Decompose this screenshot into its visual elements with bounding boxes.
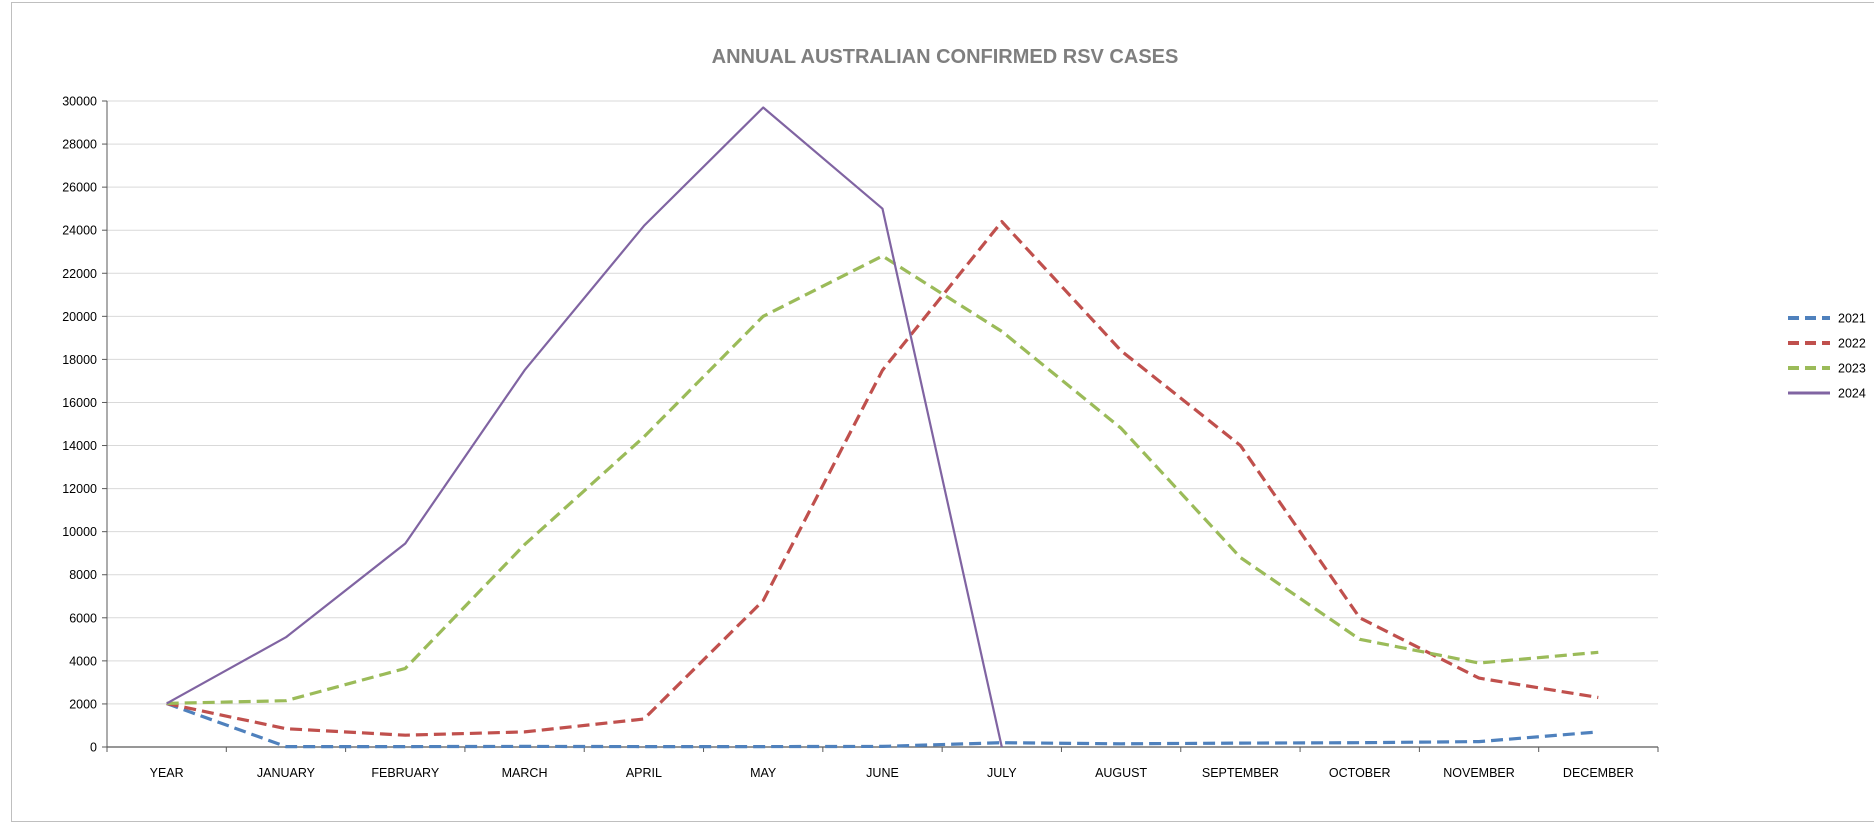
x-tick-label: JULY: [987, 766, 1017, 780]
series-line-2021: [166, 701, 1599, 749]
series-lines: [165, 106, 1599, 749]
data-point: [1597, 731, 1599, 733]
data-point: [1239, 556, 1241, 558]
x-tick-label: YEAR: [150, 766, 184, 780]
series-2023: [166, 254, 1599, 705]
y-tick-label: 22000: [62, 267, 97, 281]
legend-label: 2022: [1838, 337, 1866, 351]
y-tick-label: 6000: [69, 611, 97, 625]
data-point: [1239, 444, 1241, 446]
data-point: [762, 745, 764, 747]
data-point: [1478, 677, 1480, 679]
x-tick-label: NOVEMBER: [1443, 766, 1515, 780]
x-tick-label: JANUARY: [257, 766, 316, 780]
y-tick-label: 26000: [62, 181, 97, 195]
x-tick-label: FEBRUARY: [371, 766, 440, 780]
x-tick-label: MAY: [750, 766, 777, 780]
data-point: [1597, 651, 1599, 653]
data-point: [1359, 617, 1361, 619]
data-point: [643, 745, 645, 747]
y-tick-label: 14000: [62, 439, 97, 453]
series-2024: [165, 106, 1003, 748]
series-2021: [166, 701, 1599, 749]
data-point: [404, 734, 406, 736]
data-point: [1120, 743, 1122, 745]
series-line-2022: [166, 220, 1599, 737]
line-chart: ANNUAL AUSTRALIAN CONFIRMED RSV CASES 0 2…: [62, 46, 1866, 780]
data-point: [285, 745, 287, 747]
data-point: [762, 315, 764, 317]
y-tick-label: 18000: [62, 353, 97, 367]
data-point: [285, 727, 287, 729]
data-point: [285, 636, 287, 638]
y-tick-label: 2000: [69, 697, 97, 711]
series-line-2024: [166, 106, 1003, 748]
data-point: [1359, 638, 1361, 640]
legend-item-2022: 2022: [1788, 337, 1866, 351]
data-point: [1478, 740, 1480, 742]
data-point: [643, 436, 645, 438]
y-tick-label: 10000: [62, 525, 97, 539]
x-tick-label: JUNE: [866, 766, 899, 780]
y-tick-label: 24000: [62, 224, 97, 238]
data-point: [1597, 696, 1599, 698]
y-tick-label: 4000: [69, 654, 97, 668]
data-point: [643, 225, 645, 227]
data-point: [1120, 350, 1122, 352]
data-point: [523, 731, 525, 733]
data-point: [762, 599, 764, 601]
x-tick-label: SEPTEMBER: [1202, 766, 1279, 780]
data-point: [1239, 742, 1241, 744]
data-point: [404, 542, 406, 544]
y-tick-label: 8000: [69, 568, 97, 582]
x-tick-label: AUGUST: [1095, 766, 1147, 780]
chart-frame: ANNUAL AUSTRALIAN CONFIRMED RSV CASES 0 2…: [11, 2, 1874, 822]
data-point: [404, 745, 406, 747]
data-point: [285, 700, 287, 702]
data-point: [643, 718, 645, 720]
legend-label: 2021: [1838, 312, 1866, 326]
data-point: [1359, 741, 1361, 743]
data-point: [404, 667, 406, 669]
data-point: [1120, 427, 1122, 429]
legend-item-2021: 2021: [1788, 312, 1866, 326]
data-point: [523, 543, 525, 545]
legend-item-2024: 2024: [1788, 387, 1866, 401]
data-point: [523, 745, 525, 747]
legend-label: 2023: [1838, 362, 1866, 376]
data-point: [881, 207, 883, 209]
data-point: [1001, 220, 1003, 222]
chart-title: ANNUAL AUSTRALIAN CONFIRMED RSV CASES: [712, 46, 1179, 68]
series-2022: [166, 220, 1599, 737]
data-point: [762, 106, 764, 108]
legend-item-2023: 2023: [1788, 362, 1866, 376]
y-tick-label: 0: [90, 741, 97, 755]
y-tick-label: 28000: [62, 138, 97, 152]
data-point: [881, 745, 883, 747]
y-tick-label: 20000: [62, 310, 97, 324]
data-point: [1001, 330, 1003, 332]
data-point: [1478, 662, 1480, 664]
data-point: [523, 369, 525, 371]
y-tick-label: 16000: [62, 396, 97, 410]
data-point: [881, 255, 883, 257]
x-tick-label: DECEMBER: [1563, 766, 1634, 780]
legend: 2021 2022 2023 2024: [1788, 312, 1866, 401]
gridlines: [107, 100, 1658, 705]
data-point: [1001, 746, 1003, 748]
series-line-2023: [166, 254, 1599, 705]
x-tick-label: OCTOBER: [1329, 766, 1391, 780]
x-tick-label: MARCH: [502, 766, 548, 780]
data-point: [881, 369, 883, 371]
x-tick-label: APRIL: [626, 766, 662, 780]
y-tick-label: 30000: [62, 95, 97, 109]
legend-label: 2024: [1838, 387, 1866, 401]
data-point: [165, 702, 167, 704]
axes: 0 2000 4000 6000 8000 10000 12000 14000 16000 180…: [62, 95, 1659, 780]
y-tick-label: 12000: [62, 482, 97, 496]
